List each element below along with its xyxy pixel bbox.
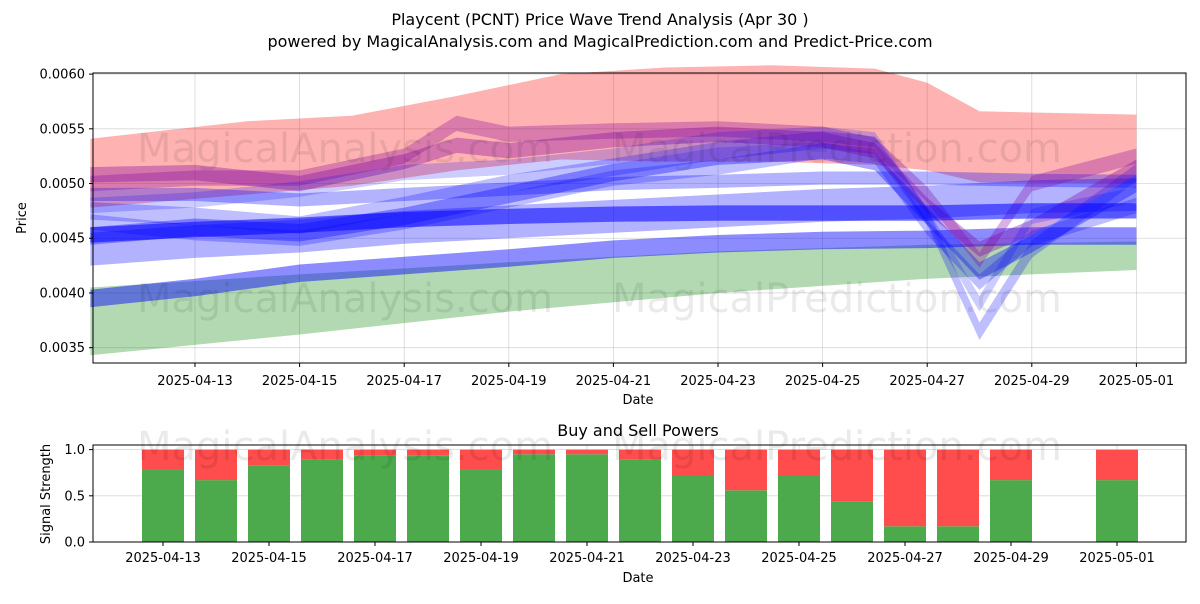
buy-power-bar <box>460 469 502 542</box>
sell-power-bar <box>778 449 820 476</box>
sell-power-bar <box>301 449 343 460</box>
sell-power-bar <box>1096 449 1138 481</box>
buy-power-bar <box>301 459 343 542</box>
x-tick-label: 2025-04-29 <box>994 374 1070 389</box>
sell-power-bar <box>831 449 873 502</box>
x-tick-label: 2025-05-01 <box>1099 374 1175 389</box>
watermark-text: MagicalAnalysis.com <box>137 126 553 172</box>
signal-ticks: 2025-04-13 2025-04-15 2025-04-17 2025-04-19… <box>64 443 1154 566</box>
sell-power-bar <box>619 449 661 460</box>
signal-plot: Buy and Sell Powers MagicalAnalysis.com … <box>39 421 1187 586</box>
x-tick-label: 2025-04-15 <box>231 551 307 566</box>
price-bands <box>90 65 1137 356</box>
x-axis-label: Date <box>622 571 653 586</box>
sell-power-bar <box>990 449 1032 481</box>
green-band <box>90 241 1137 356</box>
sell-power-bar <box>460 449 502 470</box>
wave-series-2 <box>90 171 1137 207</box>
buy-power-bar <box>778 475 820 542</box>
sell-power-bar <box>937 449 979 527</box>
wave-series-7 <box>90 115 1137 268</box>
sell-power-bar <box>195 449 237 481</box>
buy-power-bar <box>513 454 555 542</box>
x-axis-label: Date <box>622 393 653 408</box>
sell-power-bar <box>142 449 184 470</box>
buy-power-bar <box>195 480 237 542</box>
sell-power-bar <box>725 449 767 491</box>
x-tick-label: 2025-04-23 <box>680 374 756 389</box>
red-band <box>90 65 1137 208</box>
x-tick-label: 2025-04-25 <box>785 374 861 389</box>
buy-power-bar <box>566 454 608 542</box>
y-tick-label: 0.0 <box>64 536 85 551</box>
x-tick-label: 2025-04-27 <box>889 374 965 389</box>
y-tick-label: 0.0035 <box>40 341 86 356</box>
watermark-text: MagicalAnalysis.com <box>137 276 553 322</box>
signal-bars <box>142 449 1138 542</box>
buy-power-bar <box>142 469 184 542</box>
y-tick-label: 0.0045 <box>40 232 86 247</box>
y-tick-label: 1.0 <box>64 443 85 458</box>
chart-subtitle: powered by MagicalAnalysis.com and Magic… <box>267 32 932 51</box>
buy-power-bar <box>725 490 767 542</box>
x-tick-label: 2025-04-27 <box>867 551 943 566</box>
y-axis-label: Signal Strength <box>39 444 54 544</box>
wave-series-1 <box>90 178 1137 266</box>
x-tick-label: 2025-04-21 <box>549 551 625 566</box>
watermark-text: MagicalPrediction.com <box>612 424 1062 470</box>
buy-power-bar <box>672 475 714 542</box>
buy-power-bar <box>619 459 661 542</box>
x-tick-label: 2025-04-19 <box>443 551 519 566</box>
x-tick-label: 2025-04-23 <box>655 551 731 566</box>
x-tick-label: 2025-04-15 <box>262 374 338 389</box>
signal-plot-frame <box>92 444 1187 543</box>
buy-power-bar <box>248 465 290 542</box>
sell-power-bar <box>672 449 714 476</box>
price-plot-frame <box>92 72 1187 364</box>
wave-series-0 <box>90 227 1137 308</box>
chart-title: Playcent (PCNT) Price Wave Trend Analysi… <box>391 10 808 29</box>
sell-power-bar <box>566 449 608 455</box>
x-tick-label: 2025-04-13 <box>125 551 201 566</box>
y-axis-label: Price <box>15 202 30 234</box>
price-ticks: 2025-04-13 2025-04-15 2025-04-17 2025-04-19… <box>40 68 1175 389</box>
price-plot: MagicalAnalysis.com MagicalPrediction.co… <box>15 65 1187 408</box>
watermark-text: MagicalPrediction.com <box>612 276 1062 322</box>
y-tick-label: 0.0055 <box>40 122 86 137</box>
buy-power-bar <box>407 455 449 542</box>
x-tick-label: 2025-05-01 <box>1079 551 1155 566</box>
x-tick-label: 2025-04-13 <box>157 374 233 389</box>
sell-power-bar <box>248 449 290 466</box>
sell-power-bar <box>513 449 555 455</box>
x-tick-label: 2025-04-19 <box>471 374 547 389</box>
buy-power-bar <box>354 455 396 542</box>
wave-series-5 <box>90 143 1137 290</box>
x-tick-label: 2025-04-25 <box>761 551 837 566</box>
sell-power-bar <box>407 449 449 456</box>
x-tick-label: 2025-04-17 <box>337 551 413 566</box>
price-waves <box>90 115 1137 340</box>
x-tick-label: 2025-04-29 <box>973 551 1049 566</box>
x-tick-label: 2025-04-17 <box>366 374 442 389</box>
buy-power-bar <box>1096 480 1138 542</box>
y-tick-label: 0.0060 <box>40 68 86 83</box>
x-tick-label: 2025-04-21 <box>576 374 652 389</box>
buy-power-bar <box>937 526 979 542</box>
watermark-text: MagicalAnalysis.com <box>137 424 553 470</box>
wave-series-4 <box>90 131 1137 340</box>
signal-plot-title: Buy and Sell Powers <box>557 421 719 440</box>
watermark-text: MagicalPrediction.com <box>612 126 1062 172</box>
y-tick-label: 0.0040 <box>40 286 86 301</box>
sell-power-bar <box>354 449 396 456</box>
buy-power-bar <box>990 480 1032 542</box>
wave-series-9 <box>90 203 1137 243</box>
y-tick-label: 0.5 <box>64 489 85 504</box>
y-tick-label: 0.0050 <box>40 177 86 192</box>
buy-power-bar <box>831 501 873 542</box>
buy-power-bar <box>884 526 926 542</box>
sell-power-bar <box>884 449 926 527</box>
